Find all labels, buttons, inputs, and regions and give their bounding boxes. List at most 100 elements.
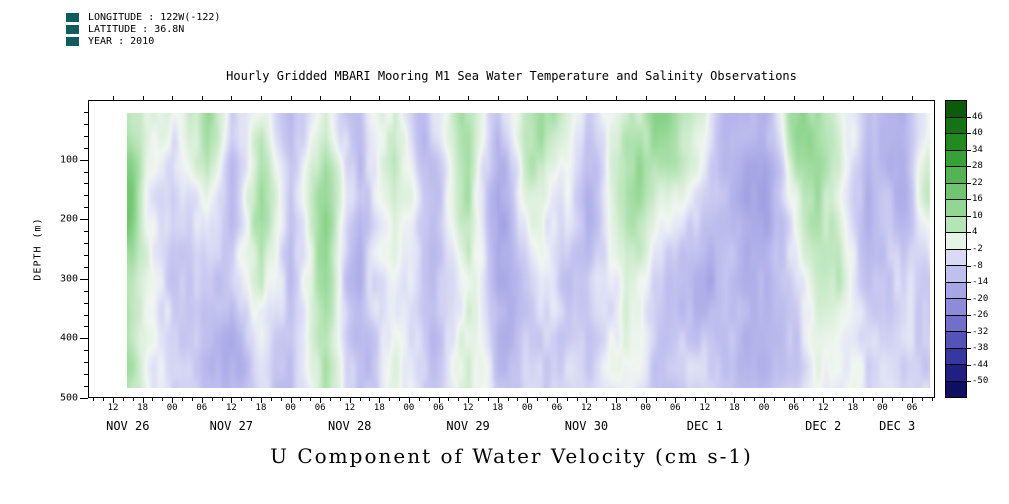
x-minor-tick	[833, 398, 835, 401]
x-hour-tick-label: 12	[699, 403, 711, 413]
y-tick-label: 300	[59, 273, 78, 285]
y-minor-tick	[84, 374, 88, 376]
x-minor-tick	[744, 398, 746, 401]
x-minor-tick	[694, 398, 696, 401]
colorbar-cell	[946, 381, 966, 397]
x-hour-tick-label: 00	[521, 403, 533, 413]
x-date-label: DEC 3	[879, 419, 916, 433]
x-minor-tick	[399, 398, 401, 401]
x-hour-tick-label: 12	[107, 403, 119, 413]
x-top-tick	[468, 96, 470, 100]
colorbar-tick	[967, 232, 971, 234]
y-major-tick	[80, 398, 88, 399]
colorbar-tick-label: -44	[972, 359, 989, 370]
x-hour-tick-label: 06	[788, 403, 800, 413]
x-top-tick	[201, 96, 203, 100]
metadata-marker-icon	[66, 37, 79, 46]
colorbar-cell	[946, 266, 966, 283]
x-top-tick	[734, 96, 736, 100]
velocity-heatmap-canvas	[127, 113, 930, 388]
colorbar-tick	[967, 199, 971, 201]
x-hour-tick-label: 18	[373, 403, 385, 413]
metadata-marker-icon	[66, 13, 79, 22]
x-hour-tick-label: 12	[225, 403, 237, 413]
x-major-tick	[468, 398, 470, 403]
x-hour-tick-label: 12	[344, 403, 356, 413]
x-minor-tick	[655, 398, 657, 401]
x-minor-tick	[665, 398, 667, 401]
colorbar-tick-label: -26	[972, 310, 989, 321]
x-minor-tick	[300, 398, 302, 401]
x-minor-tick	[547, 398, 549, 401]
y-minor-tick	[84, 362, 88, 364]
colorbar-tick	[967, 182, 971, 184]
colorbar-tick-label: 46	[972, 111, 983, 122]
y-tick-label: 100	[59, 154, 78, 166]
colorbar-cell	[946, 101, 966, 118]
y-axis-label: DEPTH (m)	[32, 217, 44, 281]
x-minor-tick	[93, 398, 95, 401]
x-minor-tick	[182, 398, 184, 401]
colorbar-tick-label: -50	[972, 376, 989, 387]
x-minor-tick	[191, 398, 193, 401]
x-minor-tick	[221, 398, 223, 401]
x-hour-tick-label: 18	[847, 403, 859, 413]
colorbar-cell	[946, 200, 966, 217]
x-major-tick	[556, 398, 558, 403]
x-top-tick	[320, 96, 322, 100]
y-minor-tick	[84, 207, 88, 209]
x-hour-tick-label: 18	[255, 403, 267, 413]
x-minor-tick	[635, 398, 637, 401]
x-hour-tick-label: 00	[876, 403, 888, 413]
y-minor-tick	[84, 314, 88, 316]
x-major-tick	[586, 398, 588, 403]
x-top-tick	[113, 96, 114, 100]
y-minor-tick	[84, 290, 88, 292]
x-minor-tick	[685, 398, 687, 401]
x-major-tick	[113, 398, 114, 403]
x-major-tick	[793, 398, 795, 403]
colorbar-tick	[967, 215, 971, 217]
x-minor-tick	[418, 398, 420, 401]
colorbar-tick-label: -38	[972, 343, 989, 354]
x-minor-tick	[507, 398, 509, 401]
x-date-label: DEC 1	[686, 419, 723, 433]
x-minor-tick	[369, 398, 371, 401]
x-minor-tick	[477, 398, 479, 401]
colorbar-cell	[946, 233, 966, 250]
y-minor-tick	[84, 195, 88, 197]
x-minor-tick	[103, 398, 105, 401]
x-major-tick	[852, 398, 854, 403]
colorbar-cell	[946, 282, 966, 299]
x-top-tick	[675, 96, 677, 100]
x-minor-tick	[270, 398, 272, 401]
x-major-tick	[912, 398, 913, 403]
metadata-longitude: LONGITUDE : 122W(-122)	[88, 12, 221, 23]
colorbar-tick	[967, 348, 971, 350]
x-major-tick	[379, 398, 381, 403]
x-top-tick	[852, 96, 854, 100]
x-date-label: NOV 28	[328, 419, 372, 433]
x-hour-tick-label: 06	[433, 403, 444, 413]
y-major-tick	[80, 159, 88, 161]
x-top-tick	[260, 96, 262, 100]
y-minor-tick	[84, 111, 88, 113]
x-minor-tick	[862, 398, 864, 401]
x-minor-tick	[714, 398, 716, 401]
x-minor-tick	[813, 398, 815, 401]
x-major-tick	[260, 398, 262, 403]
x-minor-tick	[310, 398, 312, 401]
x-major-tick	[201, 398, 203, 403]
colorbar-cell	[946, 134, 966, 151]
x-hour-tick-label: 18	[137, 403, 148, 413]
x-hour-tick-label: 18	[610, 403, 622, 413]
metadata-marker-icon	[66, 25, 79, 34]
y-tick-label: 200	[59, 213, 78, 225]
y-minor-tick	[84, 243, 88, 245]
x-top-tick	[912, 96, 913, 100]
x-top-tick	[704, 96, 706, 100]
x-minor-tick	[487, 398, 489, 401]
y-minor-tick	[84, 135, 88, 137]
colorbar-tick-label: -2	[972, 244, 983, 254]
